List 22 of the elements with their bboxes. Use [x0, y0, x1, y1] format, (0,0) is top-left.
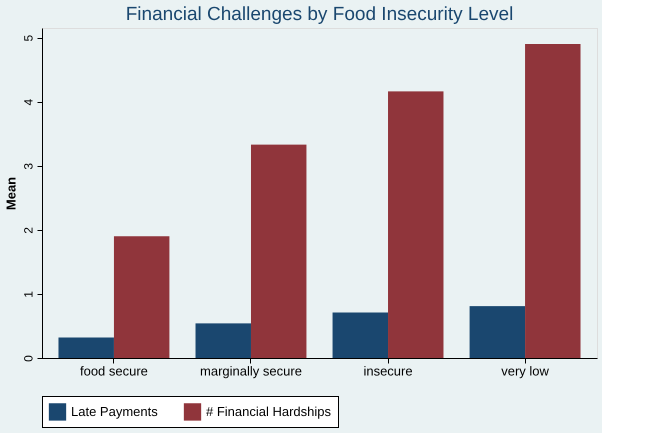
y-axis-title: Mean: [4, 176, 18, 210]
y-tick-label: 3: [22, 162, 36, 170]
x-tick-label: very low: [501, 364, 550, 378]
y-tick-label: 5: [22, 34, 36, 42]
x-tick-label: food secure: [80, 364, 148, 378]
bar: [525, 44, 581, 358]
bar: [250, 144, 306, 358]
y-tick-label: 2: [22, 226, 36, 234]
bar: [58, 337, 114, 358]
y-tick-label: 1: [22, 290, 36, 298]
bar: [332, 312, 388, 358]
chart-title: Financial Challenges by Food Insecurity Level: [126, 4, 514, 25]
bar: [114, 236, 170, 358]
bar: [388, 91, 444, 358]
legend-label: # Financial Hardships: [206, 404, 332, 419]
bar: [196, 323, 251, 358]
y-tick-label: 4: [22, 98, 36, 106]
bar: [470, 306, 526, 358]
legend-label: Late Payments: [71, 404, 158, 419]
x-tick-label: insecure: [363, 364, 413, 378]
y-tick-label: 0: [22, 354, 36, 362]
x-tick-label: marginally secure: [200, 364, 302, 378]
